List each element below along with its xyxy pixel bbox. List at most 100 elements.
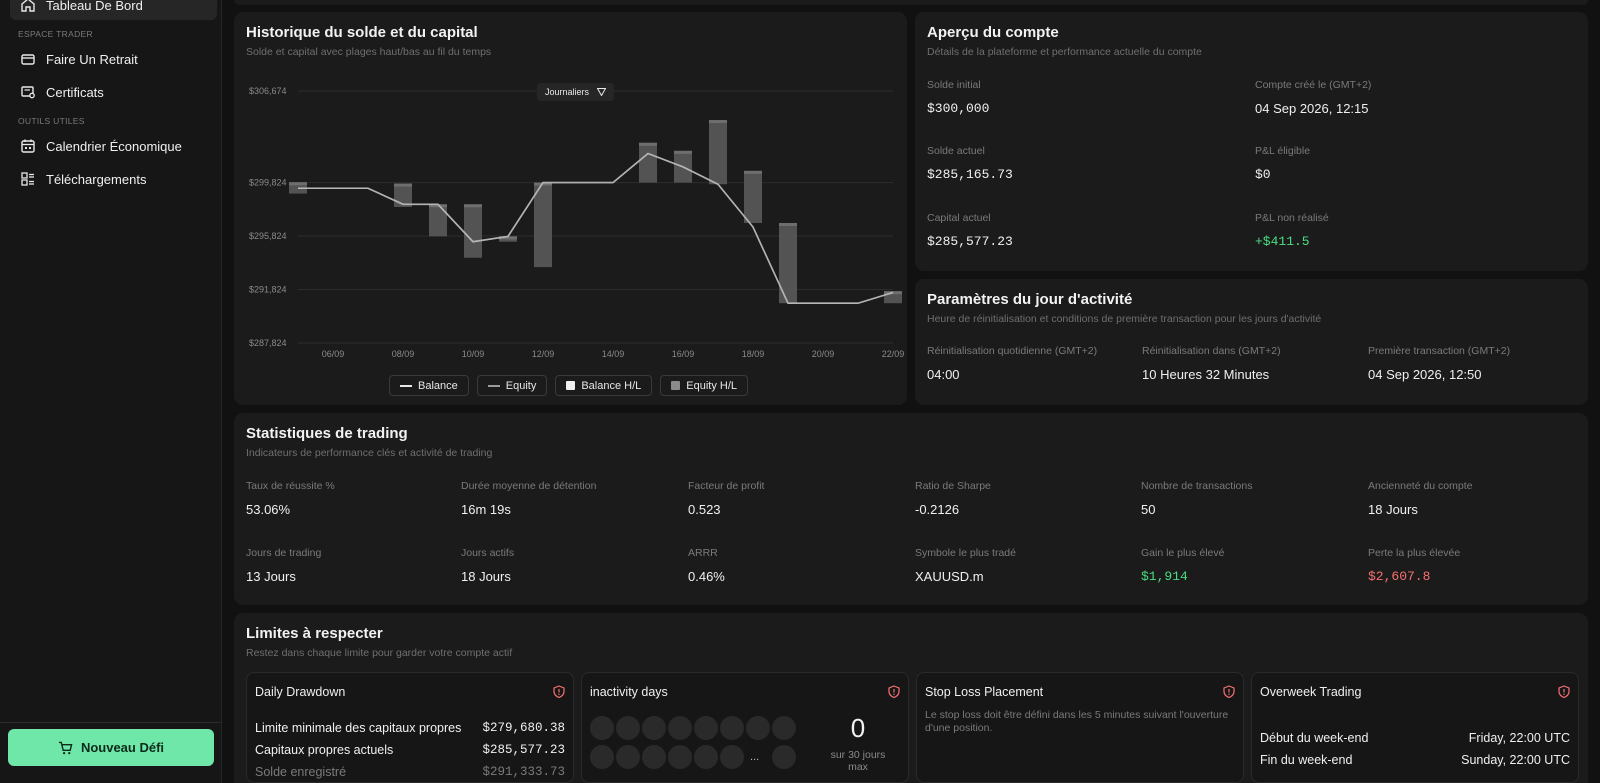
day-dot [668,716,692,740]
stat-value: 16m 19s [461,502,511,517]
legend-equity-hl[interactable]: Equity H/L [660,375,749,396]
sidebar-item-label: Téléchargements [46,171,147,187]
sidebar-item-certificates[interactable]: Certificats [10,77,217,107]
line-swatch-icon [487,384,500,387]
card-icon [21,54,35,65]
stat-label: Facteur de profit [688,480,765,492]
stoploss-card: Stop Loss Placement Le stop loss doit êt… [916,672,1244,783]
hl-bar [464,204,482,258]
square-swatch-icon [566,381,576,390]
section-label-tools: OUTILS UTILES [18,116,85,126]
hl-bar-cap [429,204,447,208]
activity-title: Paramètres du jour d'activité [927,291,1133,308]
current-balance-label: Solde actuel [927,145,985,157]
sidebar-item-dashboard[interactable]: Tableau De Bord [10,0,217,20]
recorded-balance-value: $291,333.73 [482,765,565,779]
x-tick-label: 06/09 [322,349,345,359]
stat-value: 50 [1141,502,1156,517]
certificate-icon [21,86,35,99]
current-balance-value: $285,165.73 [927,167,1013,182]
reset-label: Réinitialisation quotidienne (GMT+2) [927,345,1098,357]
limits-subtitle: Restez dans chaque limite pour garder vo… [246,647,513,659]
unrealized-pl-label: P&L non réalisé [1255,212,1329,224]
x-tick-label: 14/09 [602,349,625,359]
stoploss-title: Stop Loss Placement [925,685,1044,699]
day-dot [590,745,614,769]
stat-value: $2,607.8 [1368,569,1431,584]
hl-bar-cap [744,170,762,174]
y-tick-label: $295,824 [249,231,287,241]
line-swatch-icon [400,384,412,387]
current-equity-label: Capitaux propres actuels [255,743,394,757]
unrealized-pl-value: +$411.5 [1255,234,1310,249]
shield-alert-icon [888,685,900,698]
x-tick-label: 08/09 [392,349,415,359]
stats-card: Statistiques de trading Indicateurs de p… [234,413,1588,605]
day-dot [642,716,666,740]
stat-value: 18 Jours [1368,502,1418,517]
stat-value: $1,914 [1141,569,1188,584]
overweek-card: Overweek Trading Début du week-end Friday… [1251,672,1579,783]
period-dropdown[interactable]: Journaliers [537,83,615,101]
sidebar-item-label: Faire Un Retrait [46,51,138,67]
legend-label: Equity [505,379,537,392]
legend-balance[interactable]: Balance [389,375,469,396]
hl-bar [394,183,412,207]
hl-bar [534,182,552,268]
sidebar-item-calendar[interactable]: Calendrier Économique [10,131,217,161]
day-dot [720,716,744,740]
day-dot [668,745,692,769]
stat-label: Ancienneté du compte [1368,480,1473,492]
weekend-start-label: Début du week-end [1260,731,1369,745]
filter-icon [597,88,607,96]
x-tick-label: 12/09 [532,349,555,359]
day-dot [772,716,796,740]
dots-ellipsis: ... [750,751,760,763]
stat-value: 18 Jours [461,569,511,584]
hl-bar-cap [289,182,307,186]
day-dot [694,716,718,740]
initial-balance-label: Solde initial [927,79,981,91]
stat-label: Symbole le plus tradé [915,547,1016,559]
sidebar-item-label: Certificats [46,84,104,100]
stats-subtitle: Indicateurs de performance clés et activ… [246,447,493,459]
history-chart: $306,674 $299,824 $295,824 $291,824 $287,824… [249,86,904,359]
limit-row: Début du week-end Friday, 22:00 UTC [1260,731,1570,745]
new-challenge-button[interactable]: Nouveau Défi [8,729,214,766]
history-title: Historique du solde et du capital [246,24,478,41]
hl-bar-cap [674,150,692,154]
y-tick-label: $291,824 [249,285,287,295]
stoploss-text: Le stop loss doit être défini dans les 5… [925,709,1229,734]
hl-bar-cap [499,236,517,240]
sidebar-item-downloads[interactable]: Téléchargements [10,164,217,194]
sidebar-item-label: Calendrier Économique [46,138,182,154]
activity-subtitle: Heure de réinitialisation et conditions … [927,313,1322,325]
x-tick-label: 20/09 [812,349,835,359]
legend-label: Equity H/L [686,379,738,392]
hl-bar [744,170,762,224]
weekend-start-value: Friday, 22:00 UTC [1468,731,1570,745]
legend-balance-hl[interactable]: Balance H/L [555,375,653,396]
initial-balance-value: $300,000 [927,101,990,116]
hl-bar [779,223,797,304]
shield-alert-icon [1558,685,1570,698]
stat-label: Gain le plus élevé [1141,547,1225,559]
activity-card: Paramètres du jour d'activité Heure de r… [915,279,1588,405]
series-line-equity [298,152,894,304]
hl-bar-cap [779,223,797,227]
first-trade-value: 04 Sep 2026, 12:50 [1368,367,1482,382]
hl-bar-cap [464,204,482,208]
stat-label: Jours de trading [246,547,322,559]
section-label-trader: ESPACE TRADER [18,29,93,39]
stat-value: 0.523 [688,502,721,517]
history-subtitle: Solde et capital avec plages haut/bas au… [246,46,492,58]
legend-equity[interactable]: Equity [476,375,548,396]
created-value: 04 Sep 2026, 12:15 [1255,101,1369,116]
current-equity-label: Capital actuel [927,212,991,224]
square-swatch-icon [671,381,681,390]
cart-icon [58,741,73,754]
calendar-icon [21,139,35,153]
list-icon [21,172,34,186]
day-dot [642,745,666,769]
sidebar-item-withdraw[interactable]: Faire Un Retrait [10,44,217,74]
